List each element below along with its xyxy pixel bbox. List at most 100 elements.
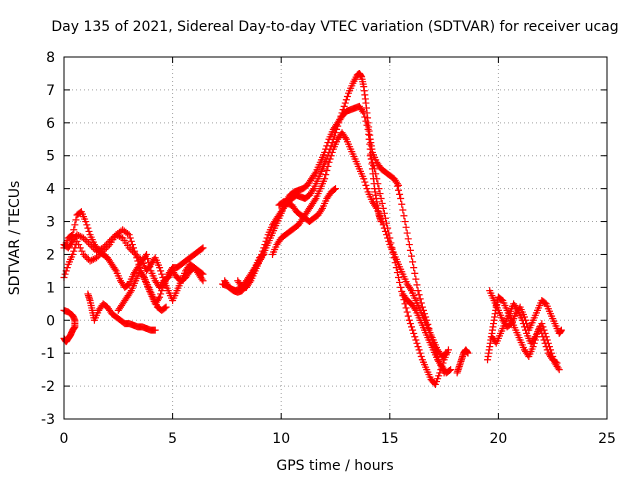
data-point	[158, 270, 166, 278]
data-point	[373, 175, 381, 183]
data-point	[536, 323, 544, 331]
data-point	[530, 334, 538, 342]
data-point	[394, 273, 402, 281]
data-point	[96, 246, 104, 254]
data-point	[540, 336, 548, 344]
series-track-e	[84, 290, 159, 334]
data-point	[394, 186, 402, 194]
data-point	[388, 244, 396, 252]
data-point	[61, 270, 69, 278]
data-point	[410, 264, 418, 272]
data-point	[94, 246, 102, 254]
data-point	[83, 254, 91, 262]
data-point	[412, 336, 420, 344]
data-point	[397, 283, 405, 291]
data-point	[539, 333, 547, 341]
data-point	[405, 241, 413, 249]
data-point	[396, 190, 404, 198]
data-point	[330, 185, 338, 193]
data-point	[379, 204, 387, 212]
data-point	[411, 305, 419, 313]
data-point	[390, 254, 398, 262]
data-point	[104, 239, 112, 247]
data-point	[82, 218, 90, 226]
data-point	[519, 320, 527, 328]
data-point	[362, 181, 370, 189]
data-point	[341, 134, 349, 142]
y-tick-label: 4	[46, 182, 55, 198]
data-point	[412, 275, 420, 283]
data-point	[89, 255, 97, 263]
data-point	[78, 247, 86, 255]
data-point	[117, 233, 125, 241]
series-track-f	[114, 267, 170, 314]
data-point	[541, 339, 549, 347]
data-point	[381, 214, 389, 222]
data-point	[428, 336, 436, 344]
y-tick-label: 3	[46, 215, 55, 231]
data-point	[199, 244, 207, 252]
data-point	[324, 162, 332, 170]
series-track-n	[453, 346, 472, 377]
data-point	[389, 249, 397, 257]
data-point	[261, 241, 269, 249]
data-point	[411, 333, 419, 341]
data-point	[342, 96, 350, 104]
data-point	[86, 241, 94, 249]
data-point	[133, 252, 141, 260]
data-point	[415, 346, 423, 354]
data-point	[321, 175, 329, 183]
data-point	[434, 352, 442, 360]
data-point	[555, 366, 563, 374]
data-point	[367, 155, 375, 163]
data-point	[154, 295, 162, 303]
data-point	[124, 229, 132, 237]
x-axis-label: GPS time / hours	[276, 458, 393, 474]
data-point	[426, 329, 434, 337]
data-point	[368, 158, 376, 166]
data-point	[387, 239, 395, 247]
data-point	[114, 232, 122, 240]
data-point	[393, 182, 401, 190]
data-point	[86, 257, 94, 265]
series-track-r	[221, 250, 268, 296]
data-point	[125, 244, 133, 252]
data-point	[425, 325, 433, 332]
data-point	[402, 223, 410, 231]
data-point	[85, 227, 93, 235]
data-point	[375, 185, 383, 193]
data-point	[101, 242, 109, 250]
data-point	[139, 272, 147, 280]
y-tick-label: -3	[41, 412, 55, 428]
x-tick-label: 15	[381, 431, 399, 447]
data-point	[542, 343, 550, 351]
data-point	[157, 267, 165, 275]
data-point	[446, 366, 454, 374]
data-point	[199, 277, 207, 285]
data-point	[522, 326, 530, 334]
data-point	[538, 329, 546, 337]
data-point	[151, 326, 159, 334]
data-point	[162, 303, 170, 311]
data-point	[156, 293, 164, 301]
data-point	[552, 358, 560, 366]
data-point	[323, 142, 331, 150]
data-point	[411, 269, 419, 277]
data-point	[402, 304, 410, 312]
data-point	[259, 251, 267, 259]
data-point	[553, 359, 561, 367]
data-point	[418, 303, 426, 311]
data-point	[84, 239, 92, 247]
data-point	[400, 212, 408, 220]
data-point	[332, 185, 339, 193]
data-point	[429, 339, 437, 347]
data-point	[379, 221, 387, 229]
data-point	[361, 113, 369, 121]
data-point	[408, 323, 416, 331]
data-point	[399, 206, 407, 214]
data-point	[370, 162, 378, 170]
data-point	[435, 356, 443, 364]
data-point	[81, 236, 89, 244]
data-point	[88, 256, 96, 264]
